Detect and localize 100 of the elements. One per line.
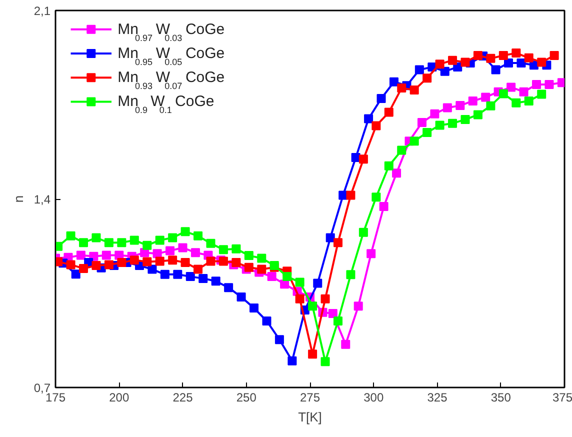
point (160, 270, 170, 279)
point (333, 316, 342, 326)
point (410, 85, 419, 94)
point (512, 98, 521, 108)
point (422, 128, 432, 137)
point (430, 109, 440, 118)
point (244, 251, 254, 260)
point (142, 257, 152, 266)
point (224, 283, 234, 292)
point (544, 80, 554, 90)
x-tick-label: 275 (300, 390, 320, 404)
point (168, 233, 178, 242)
x-tick-label: 225 (172, 390, 194, 404)
point (142, 240, 152, 250)
point (168, 256, 178, 265)
point (372, 121, 381, 130)
point (516, 58, 526, 68)
point (180, 258, 190, 268)
point (524, 96, 534, 106)
point (379, 202, 388, 212)
point (166, 246, 175, 256)
point (354, 302, 363, 311)
point (78, 238, 88, 248)
point (244, 262, 254, 272)
point (376, 94, 386, 104)
point (410, 136, 419, 146)
point (358, 228, 368, 237)
x-tick-label: 375 (552, 390, 572, 404)
point (498, 50, 508, 60)
point (117, 258, 126, 268)
point (392, 168, 402, 178)
point (308, 302, 318, 311)
point (456, 101, 465, 110)
point (92, 233, 101, 242)
point (435, 120, 444, 130)
point (397, 146, 406, 155)
point (130, 236, 139, 245)
point (384, 161, 394, 170)
point (481, 92, 490, 102)
point (486, 54, 496, 63)
point (328, 308, 338, 318)
point (194, 231, 203, 240)
point (257, 254, 266, 263)
point (537, 58, 546, 67)
point (384, 108, 394, 117)
point (460, 58, 470, 67)
point (326, 233, 335, 242)
point (262, 316, 272, 326)
point (358, 154, 368, 164)
point (274, 335, 284, 344)
point (366, 249, 376, 258)
point (486, 101, 496, 110)
point (130, 256, 139, 265)
point (346, 190, 356, 200)
point (173, 270, 182, 279)
point (232, 244, 241, 254)
y-axis-title: n (10, 195, 26, 203)
point (512, 48, 521, 58)
point (117, 238, 126, 248)
point (218, 256, 228, 266)
point (282, 272, 292, 282)
point (460, 115, 470, 124)
point (194, 264, 203, 274)
x-axis-title: T[K] (298, 410, 322, 424)
point (442, 103, 452, 112)
point (389, 77, 398, 86)
point (211, 276, 220, 286)
point (422, 74, 432, 83)
point (341, 340, 350, 349)
point (155, 236, 164, 245)
point (372, 192, 381, 202)
point (313, 278, 322, 288)
point (155, 256, 164, 266)
point (104, 238, 114, 248)
point (66, 260, 76, 270)
point (550, 50, 559, 60)
point (524, 53, 534, 62)
point (308, 350, 318, 359)
point (66, 231, 76, 240)
point (498, 89, 508, 98)
point (218, 245, 228, 254)
point (364, 114, 374, 124)
point (102, 250, 111, 260)
y-tick-label: 1,4 (34, 192, 51, 206)
point (76, 250, 86, 260)
point (448, 56, 458, 65)
x-tick-label: 250 (236, 390, 257, 404)
point (473, 110, 482, 120)
point (92, 261, 101, 270)
point (180, 227, 190, 236)
point (440, 66, 450, 76)
point (78, 264, 88, 273)
point (504, 58, 514, 68)
point (537, 90, 546, 99)
point (250, 304, 259, 313)
point (104, 260, 114, 270)
point (288, 356, 297, 366)
point (206, 238, 216, 248)
point (71, 270, 80, 279)
point (448, 118, 458, 128)
